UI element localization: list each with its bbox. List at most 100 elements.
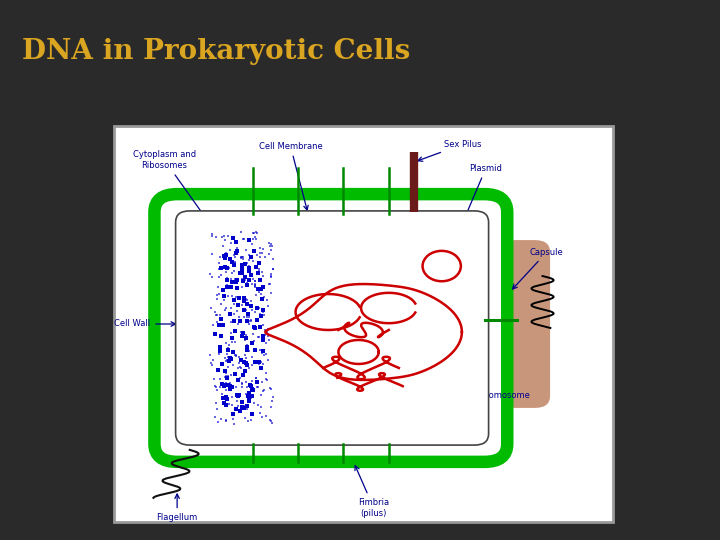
Point bbox=[228, 347, 239, 356]
Point bbox=[266, 242, 278, 251]
Point bbox=[233, 364, 244, 373]
Point bbox=[255, 391, 266, 400]
Text: Chromosome: Chromosome bbox=[393, 364, 531, 401]
Point bbox=[235, 355, 247, 364]
Point bbox=[215, 415, 226, 423]
Point bbox=[240, 259, 251, 268]
Point bbox=[245, 382, 256, 390]
Point bbox=[240, 367, 251, 375]
Point bbox=[254, 248, 266, 257]
Point bbox=[209, 375, 220, 384]
Point bbox=[219, 306, 230, 314]
Point bbox=[238, 253, 249, 261]
Point bbox=[235, 253, 247, 261]
Point bbox=[250, 346, 261, 354]
Point bbox=[263, 335, 274, 344]
Point bbox=[239, 414, 251, 423]
Point bbox=[237, 403, 248, 412]
Point bbox=[210, 399, 222, 408]
Point bbox=[247, 256, 258, 265]
Text: Plasmid: Plasmid bbox=[451, 164, 503, 250]
Point bbox=[221, 283, 233, 292]
Point bbox=[238, 306, 249, 315]
Point bbox=[222, 356, 233, 364]
Point bbox=[215, 347, 226, 355]
FancyBboxPatch shape bbox=[472, 240, 550, 408]
Point bbox=[257, 360, 269, 368]
Point bbox=[241, 334, 253, 342]
Point bbox=[243, 319, 255, 328]
Text: Cell Membrane: Cell Membrane bbox=[258, 141, 323, 210]
Point bbox=[240, 295, 251, 303]
Point bbox=[240, 336, 251, 345]
Point bbox=[230, 249, 241, 258]
Point bbox=[256, 363, 267, 372]
Point bbox=[262, 332, 274, 341]
Point bbox=[245, 379, 256, 388]
Point bbox=[248, 246, 260, 255]
Point bbox=[236, 332, 248, 340]
Point bbox=[256, 289, 267, 298]
Point bbox=[236, 268, 248, 276]
Point bbox=[226, 401, 238, 410]
Point bbox=[250, 374, 261, 382]
Point bbox=[217, 292, 229, 300]
Point bbox=[256, 295, 267, 303]
Text: DNA in Prokaryotic Cells: DNA in Prokaryotic Cells bbox=[22, 38, 410, 65]
Point bbox=[230, 278, 242, 287]
Point bbox=[261, 375, 272, 383]
Point bbox=[242, 313, 253, 321]
Point bbox=[253, 269, 264, 278]
Point bbox=[234, 362, 246, 371]
Point bbox=[232, 244, 243, 253]
Point bbox=[222, 352, 233, 361]
Point bbox=[237, 252, 248, 261]
Point bbox=[245, 270, 256, 279]
Point bbox=[213, 289, 225, 298]
Point bbox=[253, 357, 265, 366]
Point bbox=[256, 413, 267, 421]
Point bbox=[251, 267, 263, 276]
Point bbox=[226, 233, 238, 241]
Point bbox=[258, 331, 270, 340]
Point bbox=[251, 228, 263, 237]
Point bbox=[256, 249, 268, 258]
Point bbox=[233, 318, 245, 326]
Point bbox=[253, 259, 264, 267]
Point bbox=[238, 313, 250, 322]
Point bbox=[248, 399, 260, 407]
Point bbox=[250, 277, 261, 286]
Point bbox=[204, 270, 216, 279]
Point bbox=[243, 275, 255, 284]
Point bbox=[209, 413, 220, 422]
Point bbox=[213, 265, 225, 274]
Point bbox=[218, 295, 230, 304]
Point bbox=[220, 417, 232, 426]
Point bbox=[266, 272, 277, 280]
Point bbox=[250, 373, 261, 382]
Point bbox=[250, 280, 261, 288]
Point bbox=[226, 393, 238, 402]
Point bbox=[219, 253, 230, 262]
Point bbox=[230, 327, 241, 335]
Point bbox=[243, 235, 255, 244]
Point bbox=[243, 255, 254, 264]
Point bbox=[251, 382, 263, 391]
Point bbox=[225, 355, 237, 363]
Point bbox=[241, 346, 253, 355]
Point bbox=[251, 263, 262, 272]
Point bbox=[253, 285, 264, 293]
Point bbox=[224, 379, 235, 387]
Point bbox=[248, 229, 260, 238]
Point bbox=[217, 394, 228, 403]
Point bbox=[226, 292, 238, 300]
Point bbox=[258, 321, 269, 329]
Point bbox=[243, 388, 255, 397]
Point bbox=[246, 416, 257, 424]
Point bbox=[220, 248, 232, 257]
Point bbox=[236, 269, 248, 278]
Point bbox=[233, 359, 245, 367]
Point bbox=[215, 375, 226, 383]
Point bbox=[241, 258, 253, 267]
Point bbox=[233, 319, 244, 328]
